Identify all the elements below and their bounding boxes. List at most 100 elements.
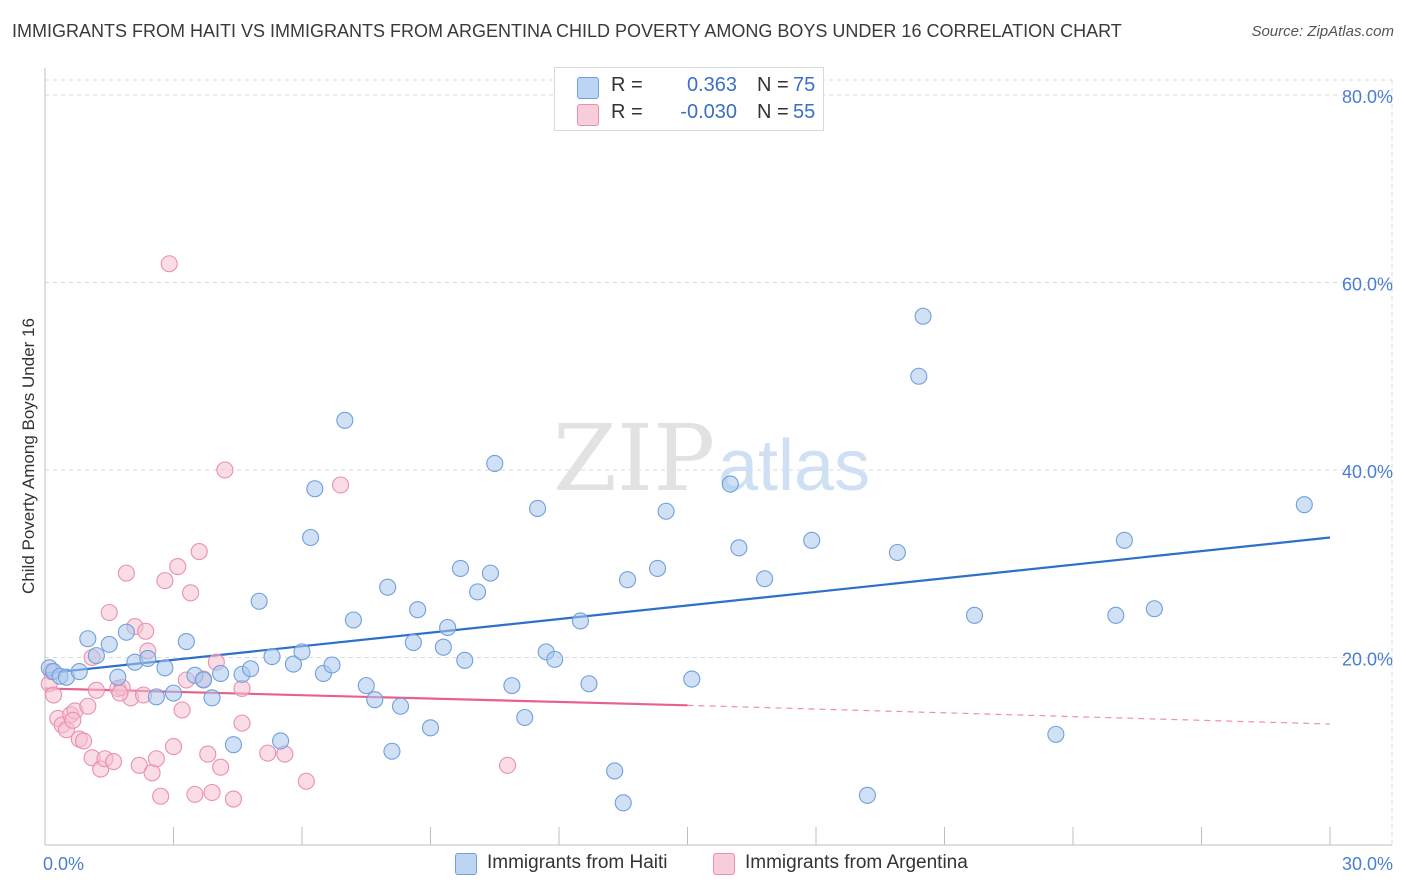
haiti-point — [284, 655, 302, 673]
r-value: 0.363 — [686, 74, 737, 96]
argentina-swatch — [713, 853, 735, 875]
haiti-point — [1107, 606, 1125, 624]
y-tick-label: 80.0% — [1342, 87, 1393, 107]
haiti-point — [293, 643, 311, 661]
argentina-point — [79, 697, 97, 715]
haiti-point — [203, 689, 221, 707]
argentina-point — [137, 622, 155, 640]
argentina-point — [87, 681, 105, 699]
x-tick-label: 30.0% — [1342, 854, 1393, 874]
haiti-point — [336, 411, 354, 429]
argentina-point — [147, 750, 165, 768]
haiti-point — [164, 684, 183, 702]
argentina-point — [152, 787, 170, 805]
argentina-swatch — [577, 104, 599, 126]
argentina-point — [75, 732, 93, 750]
haiti-point — [756, 570, 774, 588]
haiti-point — [1295, 496, 1313, 514]
y-axis-label: Child Poverty Among Boys Under 16 — [19, 318, 38, 594]
argentina-points — [40, 255, 517, 808]
haiti-trend-line — [44, 536, 1331, 675]
r-label: R = — [611, 101, 643, 123]
argentina-point — [169, 558, 187, 576]
haiti-point — [439, 618, 457, 637]
haiti-point — [481, 564, 500, 582]
haiti-point — [456, 651, 474, 669]
r-label: R = — [611, 74, 643, 96]
argentina-point — [212, 758, 230, 776]
haiti-point — [516, 708, 534, 727]
haiti-point — [272, 732, 290, 750]
haiti-point — [1047, 725, 1065, 743]
haiti-point — [914, 307, 932, 325]
argentina-point — [216, 461, 234, 479]
argentina-point — [100, 603, 118, 622]
haiti-point — [306, 480, 324, 498]
haiti-point — [383, 742, 401, 760]
haiti-point — [344, 611, 362, 629]
argentina-point — [259, 744, 277, 762]
haiti-point — [100, 635, 118, 653]
argentina-point — [156, 572, 174, 590]
haiti-points — [40, 307, 1313, 812]
haiti-point — [421, 719, 440, 737]
haiti-point — [434, 638, 452, 656]
axes — [44, 68, 1392, 846]
haiti-point — [888, 543, 906, 562]
haiti-point — [721, 475, 739, 493]
chart-title: IMMIGRANTS FROM HAITI VS IMMIGRANTS FROM… — [12, 21, 1122, 41]
haiti-point — [683, 670, 701, 688]
trend-lines — [44, 536, 1331, 725]
watermark-zip: ZIP — [553, 405, 715, 512]
haiti-point — [965, 606, 984, 624]
argentina-point — [104, 753, 123, 771]
haiti-point — [117, 623, 135, 641]
haiti-point — [224, 736, 243, 754]
haiti-point — [323, 656, 341, 674]
source-note: Source: ZipAtlas.com — [1251, 23, 1394, 40]
haiti-point — [212, 664, 230, 682]
haiti-point — [580, 675, 598, 693]
n-value: 75 — [793, 74, 816, 96]
x-tick-label: 0.0% — [43, 854, 84, 874]
argentina-point — [173, 701, 191, 719]
argentina-point — [130, 756, 148, 774]
haiti-swatch — [577, 77, 599, 99]
haiti-point — [618, 571, 637, 589]
haiti-point — [529, 499, 547, 517]
haiti-point — [109, 668, 127, 686]
series-legend: Immigrants from Haiti Immigrants from Ar… — [0, 852, 1406, 878]
haiti-point — [571, 612, 589, 630]
argentina-point — [190, 543, 208, 561]
haiti-point — [1115, 531, 1133, 549]
haiti-point — [147, 688, 165, 706]
argentina-point — [182, 584, 200, 602]
argentina-point — [203, 783, 221, 802]
haiti-point — [87, 647, 105, 665]
y-tick-label: 60.0% — [1342, 275, 1393, 295]
haiti-point — [79, 630, 97, 648]
argentina-point — [186, 785, 204, 803]
argentina-point — [224, 790, 243, 808]
n-label: N = — [757, 74, 789, 96]
haiti-point — [366, 691, 384, 709]
argentina-point — [499, 756, 517, 774]
haiti-point — [177, 633, 195, 651]
argentina-point — [160, 255, 178, 273]
argentina-point — [45, 686, 63, 704]
haiti-point — [139, 649, 157, 667]
haiti-point — [503, 677, 521, 695]
haiti-point — [910, 367, 928, 385]
haiti-point — [546, 650, 564, 668]
n-value: 55 — [793, 101, 816, 123]
n-label: N = — [757, 101, 789, 123]
haiti-point — [263, 648, 281, 666]
argentina-trend-extension — [687, 704, 1331, 725]
haiti-point — [70, 663, 88, 681]
argentina-point — [199, 745, 217, 763]
haiti-point — [357, 677, 375, 695]
haiti-point — [657, 502, 675, 520]
legend-label-argentina: Immigrants from Argentina — [745, 852, 968, 873]
r-value: -0.030 — [680, 101, 737, 123]
